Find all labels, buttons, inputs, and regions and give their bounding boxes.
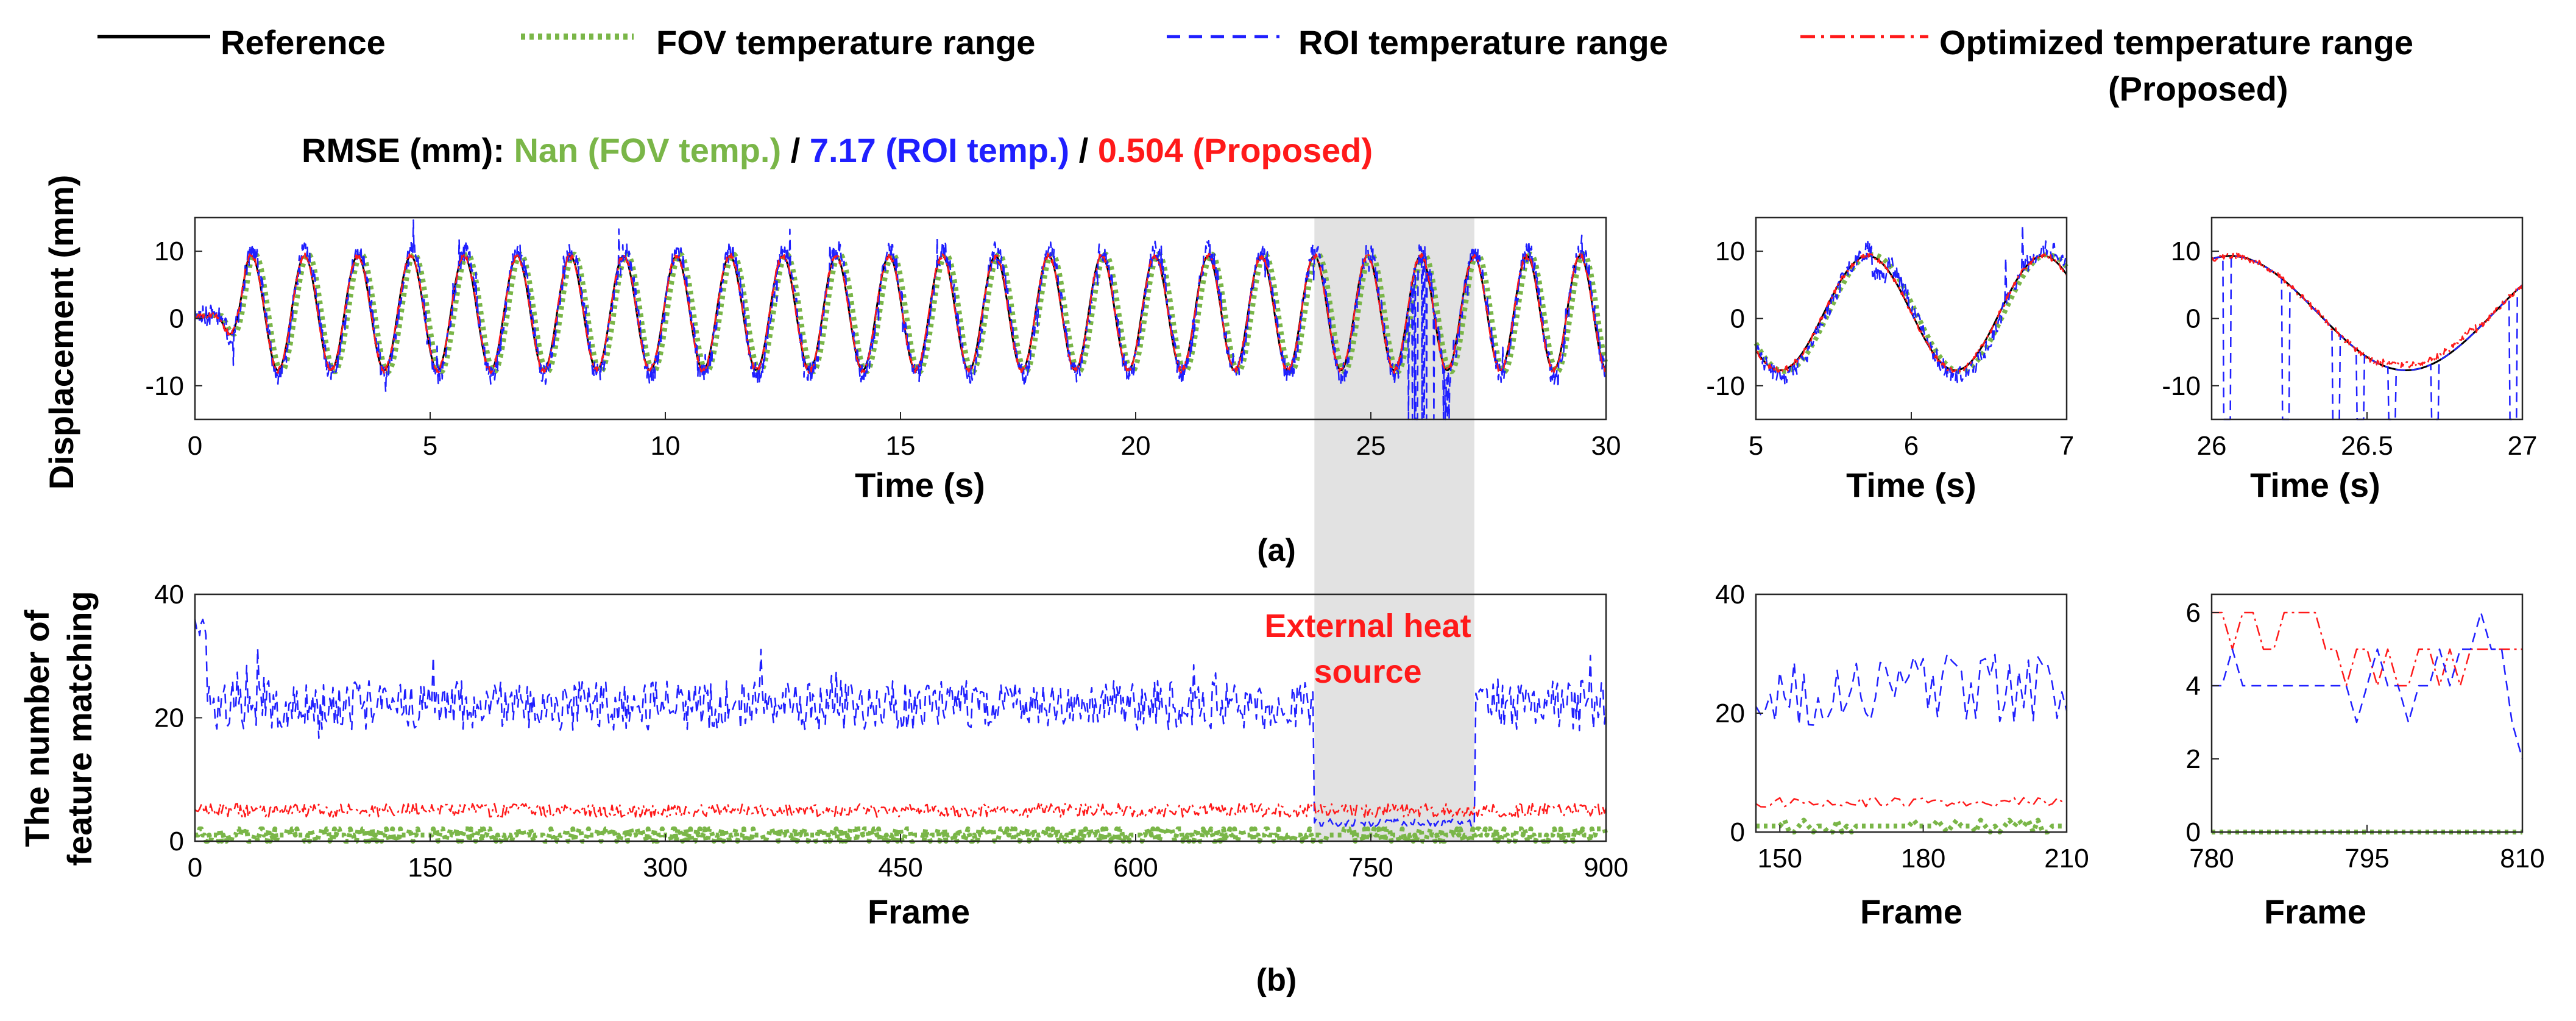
b-main-ylabel-line2: feature matching	[60, 591, 99, 866]
a-zoom1-series-optimized-line	[1755, 252, 2067, 374]
rmse-proposed: 0.504 (Proposed)	[1098, 131, 1373, 169]
a-zoom1-series-roi-line	[1755, 224, 2067, 385]
a-zoom2-series-optimized-line	[2210, 252, 2523, 369]
external-heat-shaded-region	[1314, 218, 1474, 841]
a-main-xtick-label: 5	[423, 431, 437, 461]
a-zoom2-ytick-label: 0	[2186, 304, 2201, 334]
b-zoom1-series-optimized-line	[1755, 797, 2067, 808]
b-zoom2-xtick-label: 795	[2344, 844, 2389, 873]
b-zoom1-series-roi-line	[1755, 653, 2068, 726]
a-main-series-fov-line	[193, 251, 1608, 374]
a-main-xtick-label: 30	[1591, 431, 1621, 461]
b-zoom1-ytick-label: 40	[1715, 580, 1745, 610]
a-zoom1-xtick-label: 7	[2059, 431, 2074, 461]
rmse-fov: Nan (FOV temp.)	[514, 131, 781, 169]
b-zoom1-ytick-label: 0	[1730, 817, 1745, 847]
legend-label-roi: ROI temperature range	[1298, 23, 1668, 62]
b-main-ytick-label: 40	[154, 580, 184, 610]
a-zoom1-xtick-label: 6	[1904, 431, 1919, 461]
b-main-ytick-label: 20	[154, 703, 184, 733]
panel-b-zoom2: 780 795 810 0 2 4 6	[2186, 593, 2545, 873]
a-zoom2-xtick-label: 27	[2508, 431, 2538, 461]
a-main-xtick-label: 15	[886, 431, 916, 461]
a-main-series-roi-line	[194, 219, 1607, 421]
b-zoom1-xlabel: Frame	[1860, 892, 1962, 931]
annotation-line2: source	[1314, 653, 1421, 690]
b-zoom1-ytick-label: 20	[1715, 699, 1745, 728]
rmse-roi: 7.17 (ROI temp.)	[810, 131, 1069, 169]
b-zoom2-ytick-label: 4	[2186, 671, 2201, 701]
a-main-xtick-label: 0	[188, 431, 202, 461]
b-main-xtick-label: 600	[1113, 853, 1158, 883]
legend-label-fov: FOV temperature range	[656, 23, 1035, 62]
a-zoom1-ytick-label: 0	[1730, 304, 1745, 334]
b-zoom2-ytick-label: 2	[2186, 744, 2201, 774]
b-main-xtick-label: 750	[1348, 853, 1393, 883]
b-zoom2-ytick-label: 0	[2186, 817, 2201, 847]
rmse-summary: RMSE (mm): Nan (FOV temp.) / 7.17 (ROI t…	[302, 131, 1373, 169]
a-main-xtick-label: 20	[1121, 431, 1151, 461]
b-zoom2-series-roi-line	[2212, 611, 2524, 760]
b-zoom2-series-optimized-line	[2212, 611, 2522, 687]
a-zoom2-xtick-label: 26	[2197, 431, 2227, 461]
b-zoom1-xtick-label: 150	[1758, 844, 1802, 873]
a-zoom2-ytick-label: 10	[2171, 237, 2201, 266]
b-main-xtick-label: 450	[878, 853, 922, 883]
panel-label-a: (a)	[1257, 533, 1296, 568]
a-main-xtick-label: 10	[651, 431, 681, 461]
legend-label-proposed-line2: (Proposed)	[2108, 69, 2288, 108]
a-zoom1-xtick-label: 5	[1749, 431, 1763, 461]
a-main-series-optimized-line	[194, 252, 1607, 374]
a-zoom1-xlabel: Time (s)	[1846, 466, 1976, 504]
panel-a-zoom2: 26 26.5 27 -10 0 10	[2162, 216, 2538, 461]
legend: Reference FOV temperature range ROI temp…	[97, 23, 2413, 108]
a-zoom1-ytick-label: -10	[1706, 371, 1745, 401]
a-main-ytick-label: 10	[154, 237, 184, 266]
legend-label-proposed: Optimized temperature range	[1939, 23, 2413, 62]
a-zoom2-series-roi-line	[2211, 255, 2523, 421]
b-zoom2-xtick-label: 810	[2500, 844, 2544, 873]
a-zoom2-series-reference-line	[2211, 255, 2523, 371]
b-main-series-roi-line	[194, 618, 1607, 827]
a-main-ytick-label: -10	[145, 371, 184, 401]
b-main-ylabel-line1: The number of	[18, 610, 56, 847]
a-zoom2-xlabel: Time (s)	[2250, 466, 2380, 504]
b-main-xtick-label: 900	[1583, 853, 1628, 883]
b-zoom1-series-fov-line	[1756, 817, 2067, 834]
b-main-ytick-label: 0	[169, 827, 184, 856]
a-zoom2-xtick-label: 26.5	[2341, 431, 2393, 461]
panel-label-b: (b)	[1256, 962, 1297, 998]
b-main-xlabel: Frame	[868, 892, 970, 931]
a-zoom1-axes-box	[1755, 216, 2068, 421]
a-main-ytick-label: 0	[169, 304, 184, 334]
a-zoom2-ytick-label: -10	[2162, 371, 2201, 401]
b-main-xtick-label: 300	[643, 853, 687, 883]
panel-b-zoom1: 150 180 210 0 20 40	[1715, 580, 2089, 873]
a-main-xlabel: Time (s)	[855, 466, 985, 504]
b-zoom1-xtick-label: 180	[1901, 844, 1945, 873]
b-main-xtick-label: 150	[408, 853, 452, 883]
legend-label-reference: Reference	[221, 23, 386, 62]
b-zoom2-xtick-label: 780	[2189, 844, 2234, 873]
rmse-sep2: /	[1069, 131, 1098, 169]
a-zoom1-series-fov-line	[1753, 252, 2068, 374]
b-zoom1-axes-box	[1755, 593, 2068, 833]
annotation-line1: External heat	[1264, 608, 1471, 644]
panel-a-zoom1: 5 6 7 -10 0 10	[1706, 216, 2074, 461]
a-zoom1-ytick-label: 10	[1715, 237, 1745, 266]
b-zoom1-xtick-label: 210	[2044, 844, 2089, 873]
b-zoom2-ytick-label: 6	[2186, 598, 2201, 628]
panel-b-main: 0 150 300 450 600 750 900 0 20 40	[154, 580, 1629, 883]
rmse-prefix: RMSE (mm):	[302, 131, 514, 169]
a-zoom2-axes-box	[2210, 216, 2524, 421]
rmse-sep1: /	[781, 131, 810, 169]
a-main-xtick-label: 25	[1356, 431, 1386, 461]
b-main-xtick-label: 0	[188, 853, 202, 883]
b-zoom2-xlabel: Frame	[2264, 892, 2366, 931]
a-main-ylabel: Displacement (mm)	[42, 175, 80, 490]
